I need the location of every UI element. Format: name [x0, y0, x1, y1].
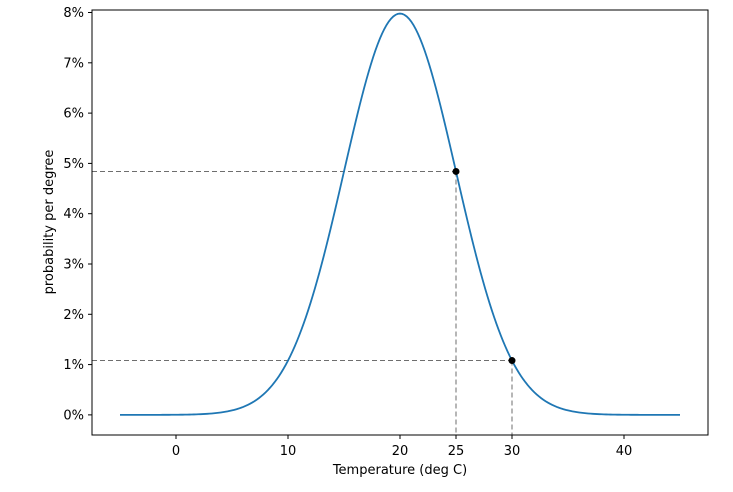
x-tick-label: 0 — [172, 444, 180, 459]
y-tick-label: 5% — [63, 157, 84, 172]
series-layer — [120, 12, 680, 416]
y-tick-label: 0% — [63, 408, 84, 423]
reference-lines — [92, 170, 513, 435]
y-tick-label: 6% — [63, 107, 84, 122]
x-tick-label: 20 — [392, 444, 409, 459]
y-tick-label: 1% — [63, 358, 84, 373]
y-axis: 0% 1% 2% 3% 4% 5% 6% 7% 8% — [63, 6, 92, 423]
y-tick-label: 4% — [63, 207, 84, 222]
y-tick-label: 2% — [63, 308, 84, 323]
plot-area — [92, 10, 708, 435]
x-tick-label: 10 — [280, 444, 297, 459]
series-line-0 — [120, 12, 680, 416]
y-tick-label: 7% — [63, 56, 84, 71]
x-tick-label: 40 — [616, 444, 633, 459]
x-axis: 0 10 20 25 30 40 — [172, 435, 632, 459]
y-tick-label: 3% — [63, 257, 84, 272]
x-tick-label: 30 — [504, 444, 521, 459]
highlight-point-1 — [508, 357, 516, 365]
y-axis-label: probability per degree — [42, 150, 57, 295]
x-tick-label: 25 — [448, 444, 465, 459]
highlight-points — [452, 167, 516, 365]
x-axis-label: Temperature (deg C) — [332, 463, 467, 478]
y-tick-label: 8% — [63, 6, 84, 21]
highlight-point-0 — [452, 167, 460, 175]
